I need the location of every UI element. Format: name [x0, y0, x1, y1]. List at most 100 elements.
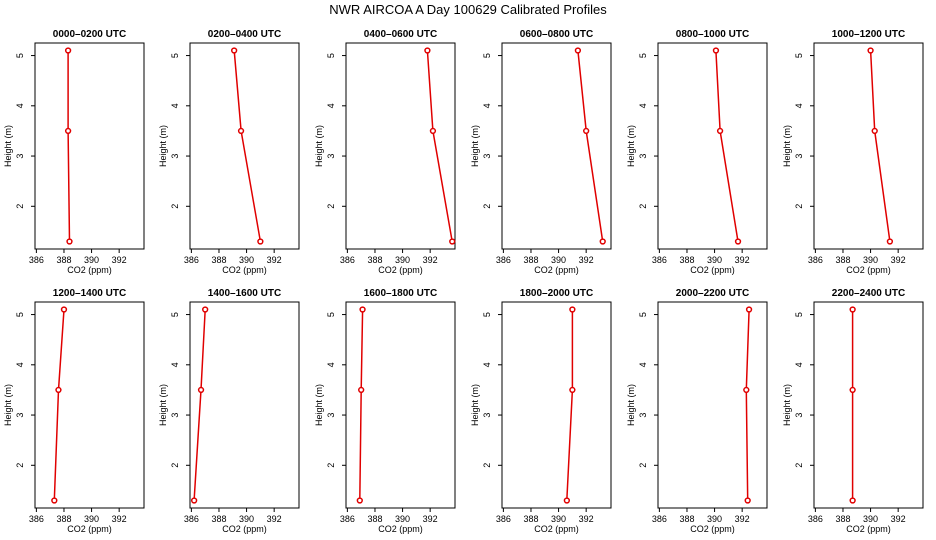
profile-line [577, 50, 604, 242]
data-point [55, 386, 62, 394]
panel-title: 1400–1600 UTC [208, 288, 281, 299]
data-point [849, 386, 856, 394]
y-tick-label: 3 [482, 154, 492, 159]
x-tick-label: 386 [496, 514, 511, 524]
y-tick-label: 4 [15, 103, 25, 108]
y-tick-label: 2 [794, 463, 804, 468]
y-tick-label: 4 [794, 362, 804, 367]
x-axis-label: CO2 (ppm) [534, 524, 579, 534]
data-point [849, 497, 856, 504]
y-axis-label: Height (m) [626, 125, 636, 167]
data-point [190, 497, 198, 504]
y-tick-label: 4 [638, 362, 648, 367]
y-tick-label: 2 [326, 204, 336, 209]
x-tick-label: 388 [56, 255, 71, 265]
data-point [849, 306, 856, 313]
data-point [237, 127, 245, 135]
x-axis-label: CO2 (ppm) [534, 265, 579, 275]
plot-box [813, 42, 924, 250]
panel-title: 1800–2000 UTC [520, 288, 593, 299]
y-axis-label: Height (m) [314, 384, 324, 426]
profile-line [233, 50, 262, 242]
y-tick-label: 5 [638, 312, 648, 317]
x-tick-label: 388 [523, 514, 538, 524]
data-point [743, 386, 750, 394]
x-tick-label: 392 [891, 255, 906, 265]
plot-box [189, 42, 300, 250]
data-point [449, 238, 456, 245]
data-point [64, 47, 72, 54]
x-tick-label: 390 [551, 514, 566, 524]
plot-box [189, 301, 300, 509]
x-tick-label: 386 [652, 255, 667, 265]
x-tick-label: 392 [112, 255, 127, 265]
y-tick-label: 4 [794, 103, 804, 108]
y-tick-label: 2 [482, 463, 492, 468]
y-tick-label: 4 [326, 362, 336, 367]
x-tick-label: 388 [835, 514, 850, 524]
plot-box [34, 301, 145, 509]
x-axis-label: CO2 (ppm) [67, 524, 112, 534]
y-axis-label: Height (m) [782, 125, 792, 167]
y-tick-label: 2 [638, 463, 648, 468]
x-tick-label: 388 [367, 255, 382, 265]
data-point [66, 238, 73, 245]
panel-title: 1000–1200 UTC [832, 29, 905, 40]
data-point [867, 47, 874, 54]
data-point [358, 386, 365, 394]
y-tick-label: 2 [170, 204, 180, 209]
y-tick-label: 3 [638, 413, 648, 418]
data-point [197, 386, 205, 394]
x-tick-label: 392 [267, 514, 282, 524]
x-tick-label: 390 [84, 255, 99, 265]
x-tick-label: 390 [863, 514, 878, 524]
y-axis-label: Height (m) [3, 125, 13, 167]
y-tick-label: 3 [794, 154, 804, 159]
y-tick-label: 5 [15, 53, 25, 58]
y-tick-label: 4 [15, 362, 25, 367]
x-tick-label: 392 [891, 514, 906, 524]
profile-line [426, 50, 453, 242]
x-tick-label: 388 [835, 255, 850, 265]
chart-title: NWR AIRCOA A Day 100629 Calibrated Profi… [329, 2, 607, 17]
data-point [231, 47, 238, 54]
x-tick-label: 392 [112, 514, 127, 524]
y-tick-label: 5 [326, 312, 336, 317]
x-axis-label: CO2 (ppm) [690, 524, 735, 534]
y-tick-label: 5 [15, 312, 25, 317]
y-tick-label: 2 [794, 204, 804, 209]
x-tick-label: 392 [423, 255, 438, 265]
x-tick-label: 392 [267, 255, 282, 265]
data-point [744, 497, 751, 504]
data-point [563, 497, 570, 504]
y-tick-label: 2 [638, 204, 648, 209]
x-axis-label: CO2 (ppm) [846, 524, 891, 534]
data-point [356, 497, 363, 504]
panel-title: 2000–2200 UTC [676, 288, 749, 299]
panel-title: 0400–0600 UTC [364, 29, 437, 40]
plot-box [657, 301, 768, 509]
plot-box [34, 42, 145, 250]
x-tick-label: 392 [579, 514, 594, 524]
y-tick-label: 4 [482, 362, 492, 367]
data-point [886, 238, 894, 245]
x-tick-label: 386 [340, 514, 355, 524]
x-tick-label: 392 [579, 255, 594, 265]
x-tick-label: 390 [863, 255, 878, 265]
x-tick-label: 388 [523, 255, 538, 265]
y-axis-label: Height (m) [158, 384, 168, 426]
plot-box [345, 42, 456, 250]
plot-box [501, 42, 612, 250]
data-point [716, 127, 724, 135]
data-point [202, 306, 209, 313]
data-point [257, 238, 264, 245]
y-tick-label: 3 [482, 413, 492, 418]
x-tick-label: 388 [679, 514, 694, 524]
y-tick-label: 3 [638, 154, 648, 159]
